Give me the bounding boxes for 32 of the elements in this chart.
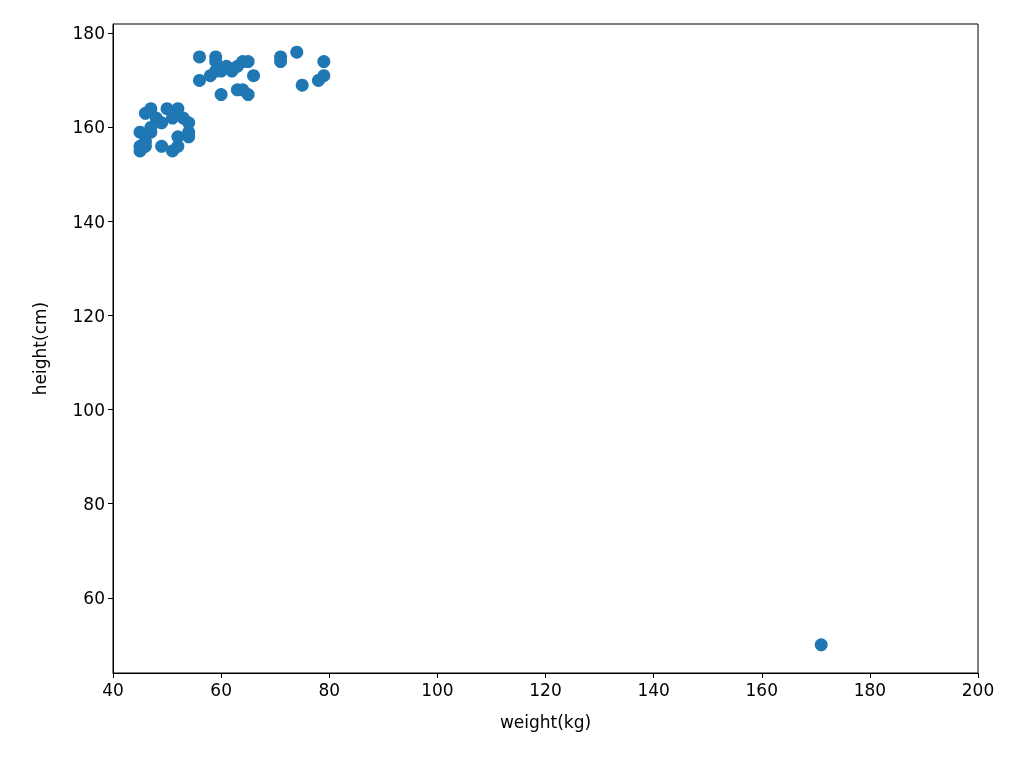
point xyxy=(317,69,331,83)
y-tick-label: 140 xyxy=(72,211,105,232)
x-tick-label: 80 xyxy=(318,679,341,700)
point xyxy=(193,50,206,64)
point xyxy=(317,55,331,69)
x-tick-label: 120 xyxy=(529,679,562,700)
point xyxy=(144,102,158,116)
y-tick-label: 160 xyxy=(72,117,105,138)
y-tick-label: 100 xyxy=(72,399,105,420)
y-tick-label: 80 xyxy=(83,493,105,514)
point xyxy=(814,638,828,652)
x-tick-label: 180 xyxy=(853,679,887,700)
y-tick-label: 180 xyxy=(72,23,105,44)
point xyxy=(214,88,228,102)
point xyxy=(247,69,261,83)
point xyxy=(241,88,255,102)
x-tick-label: 200 xyxy=(961,679,995,700)
point xyxy=(165,111,179,125)
x-tick-label: 160 xyxy=(745,679,778,700)
point xyxy=(290,45,304,59)
point xyxy=(295,78,309,92)
y-tick-label: 120 xyxy=(72,305,105,326)
x-tick-label: 140 xyxy=(637,679,670,700)
x-tick-label: 40 xyxy=(102,679,124,700)
point xyxy=(193,73,206,87)
x-tick-label: 100 xyxy=(421,679,454,700)
y-axis-title: height(cm) xyxy=(29,301,50,396)
point xyxy=(155,139,169,153)
x-tick-label: 60 xyxy=(210,679,232,700)
y-tick-label: 60 xyxy=(83,587,105,608)
x-axis-title: weight(kg) xyxy=(499,711,592,732)
point xyxy=(149,111,163,125)
